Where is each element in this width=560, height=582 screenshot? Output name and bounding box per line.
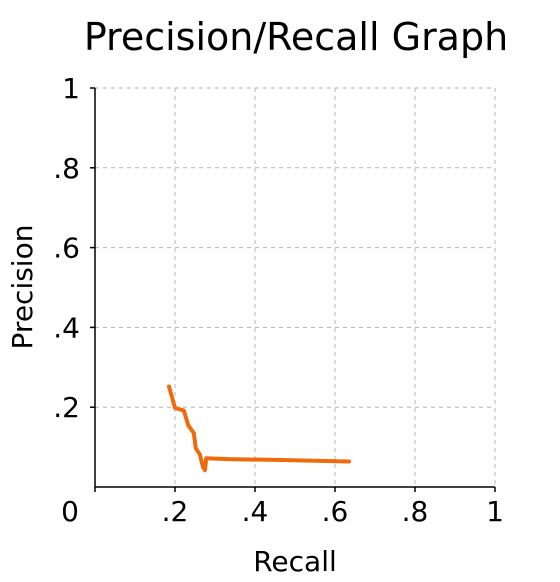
- y-axis-title: Precision: [6, 225, 39, 350]
- grid: [95, 87, 496, 487]
- x-tick-label: .4: [242, 495, 269, 528]
- x-tick-label: .6: [322, 495, 349, 528]
- y-tick-label: .4: [53, 311, 80, 344]
- y-tick-label: .8: [53, 152, 80, 185]
- x-tick-label: .8: [402, 495, 429, 528]
- y-tick-label: 1: [62, 72, 80, 105]
- axes: [90, 87, 496, 492]
- x-axis-title: Recall: [253, 545, 337, 578]
- series-layer: [167, 384, 351, 473]
- chart-title: Precision/Recall Graph: [84, 15, 508, 59]
- x-tick-label: .2: [162, 495, 189, 528]
- tick-labels: 0 .2 .4 .6 .8 1 .2 .4 .6 .8 1: [53, 72, 504, 528]
- x-tick-label: 0: [61, 495, 79, 528]
- y-tick-label: .6: [53, 232, 80, 265]
- series-line: [167, 384, 351, 473]
- x-tick-label: 1: [486, 495, 504, 528]
- y-tick-label: .2: [53, 391, 80, 424]
